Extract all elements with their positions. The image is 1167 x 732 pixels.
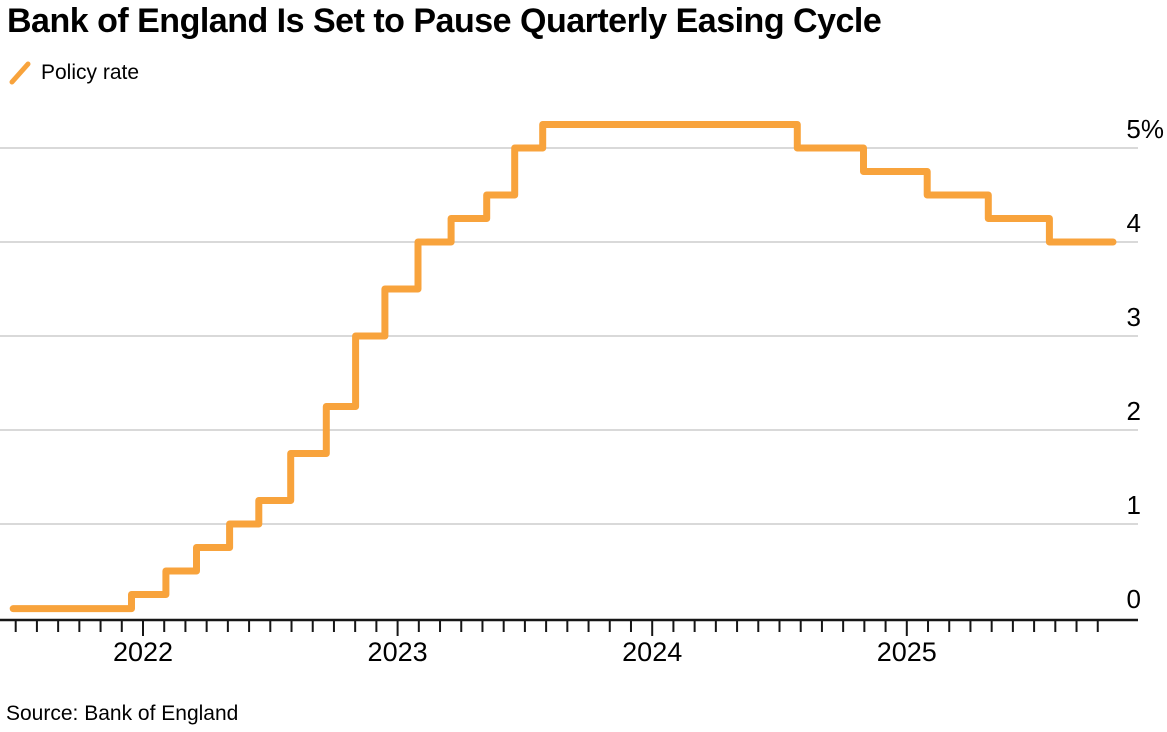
x-axis-label-2023: 2023 <box>368 637 428 667</box>
source-attribution: Source: Bank of England <box>6 702 239 725</box>
y-axis-label-3: 3 <box>1127 302 1141 332</box>
y-axis-label-2: 2 <box>1127 396 1141 426</box>
chart-title: Bank of England Is Set to Pause Quarterl… <box>7 2 882 40</box>
legend: Policy rate <box>8 58 139 88</box>
policy-rate-legend-swatch-icon <box>9 61 31 85</box>
y-axis-label-0: 0 <box>1127 584 1141 614</box>
x-axis-label-2025: 2025 <box>877 637 937 667</box>
y-axis-label-5pct: 5% <box>1126 114 1164 144</box>
y-axis-label-1: 1 <box>1127 490 1141 520</box>
x-axis-label-2024: 2024 <box>622 637 682 667</box>
legend-label-policy-rate: Policy rate <box>41 61 140 84</box>
y-axis-label-4: 4 <box>1127 208 1141 238</box>
x-axis-label-2022: 2022 <box>113 637 173 667</box>
policy-rate-line <box>9 121 1117 613</box>
